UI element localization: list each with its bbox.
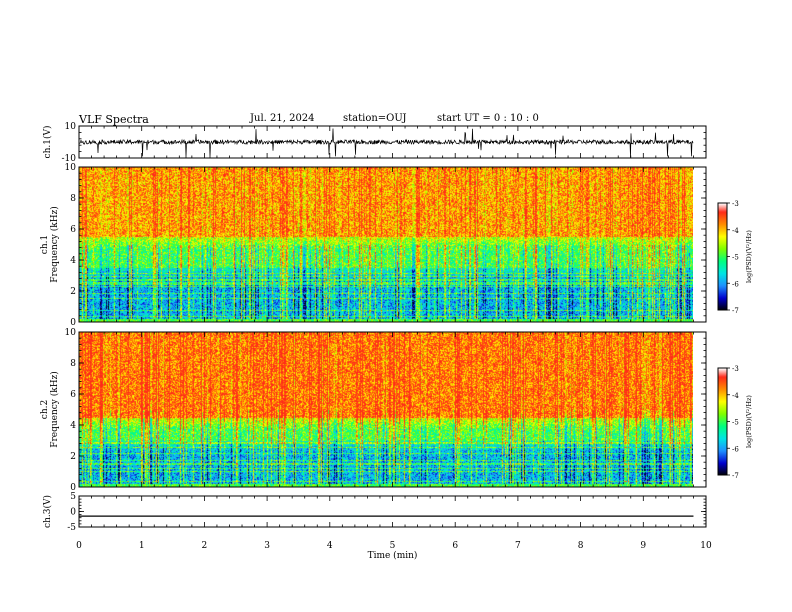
ch2-spectrogram-ytick-label: 0 — [70, 483, 76, 493]
ch1-spectrogram-image — [79, 167, 693, 322]
ch1-spectrogram-colorbar — [718, 203, 727, 310]
ch2-spectrogram-colorbar-tick-label: -4 — [732, 392, 739, 400]
ch2-spectrogram-colorbar-tick-label: -7 — [732, 472, 739, 480]
ch1-spectrogram-ytick-label: 8 — [70, 194, 76, 204]
ch1-waveform-ytick-label: -10 — [62, 154, 77, 164]
x-tick-label: 6 — [452, 541, 458, 551]
x-tick-label: 10 — [700, 541, 712, 551]
ch2-spectrogram-colorbar-tick-label: -6 — [732, 445, 739, 453]
x-tick-label: 1 — [139, 541, 145, 551]
ch1-spectrogram-colorbar-tick-label: -7 — [732, 307, 739, 315]
start-time-label: start UT = 0 : 10 : 0 — [437, 113, 539, 124]
ch1-waveform-ylabel: ch.1(V) — [42, 126, 53, 159]
station-label: station=OUJ — [343, 113, 407, 124]
ch2-spectrogram-ytick-label: 6 — [70, 390, 76, 400]
ch2-spectrogram-ytick-label: 2 — [70, 452, 76, 462]
x-tick-label: 7 — [515, 541, 521, 551]
ch2-spectrogram-ytick-label: 4 — [70, 421, 76, 431]
ch1-spectrogram-ytick-label: 4 — [70, 256, 76, 266]
ch1-waveform-ytick-label: 10 — [65, 122, 77, 132]
x-tick-label: 5 — [390, 541, 396, 551]
ch1-spectrogram-ytick-label: 10 — [65, 163, 77, 173]
ch1-spectrogram-colorbar-tick-label: -6 — [732, 280, 739, 288]
x-axis-label: Time (min) — [368, 550, 418, 561]
ch1-spectrogram-colorbar-tick-label: -4 — [732, 227, 739, 235]
ch2-spectrogram-colorbar — [718, 368, 727, 475]
ch2-spectrogram-ylabel: Frequency (kHz) — [49, 371, 60, 448]
ch2-spectrogram-image — [79, 332, 693, 487]
ch2-spectrogram-colorbar-tick-label: -3 — [732, 365, 739, 373]
ch2-spectrogram-ytick-label: 8 — [70, 359, 76, 369]
ch1-spectrogram-colorbar-tick-label: -3 — [732, 200, 739, 208]
ch3-waveform-ylabel: ch.3(V) — [42, 495, 53, 528]
x-tick-label: 3 — [264, 541, 270, 551]
ch3-waveform-ytick-label: 0 — [70, 508, 76, 518]
ch3-waveform-ytick-label: -5 — [67, 523, 76, 533]
ch1-waveform-trace — [78, 128, 694, 158]
ch2-spectrogram-ytick-label: 10 — [65, 328, 77, 338]
ch2-spectrogram-colorbar-tick-label: -5 — [732, 419, 739, 427]
x-tick-label: 2 — [202, 541, 208, 551]
x-tick-label: 8 — [578, 541, 584, 551]
ch1-spectrogram-ylabel: ch.1 — [40, 235, 50, 254]
ch1-spectrogram-ytick-label: 0 — [70, 318, 76, 328]
ch1-spectrogram-colorbar-label: log(PSD)(V²/Hz) — [745, 230, 753, 283]
x-tick-label: 4 — [327, 541, 333, 551]
ch2-spectrogram-colorbar-label: log(PSD)(V²/Hz) — [745, 395, 753, 448]
ch1-spectrogram-colorbar-tick-label: -5 — [732, 254, 739, 262]
ch2-spectrogram-ylabel: ch.2 — [40, 400, 50, 419]
ch1-spectrogram-ytick-label: 6 — [70, 225, 76, 235]
ch1-spectrogram-ylabel: Frequency (kHz) — [49, 206, 60, 283]
x-tick-label: 9 — [640, 541, 646, 551]
date-label: Jul. 21, 2024 — [250, 113, 315, 124]
ch1-spectrogram-ytick-label: 2 — [70, 287, 76, 297]
figure-title: VLF Spectra — [79, 113, 149, 126]
x-tick-label: 0 — [76, 541, 82, 551]
ch3-waveform-ytick-label: 5 — [70, 492, 76, 502]
